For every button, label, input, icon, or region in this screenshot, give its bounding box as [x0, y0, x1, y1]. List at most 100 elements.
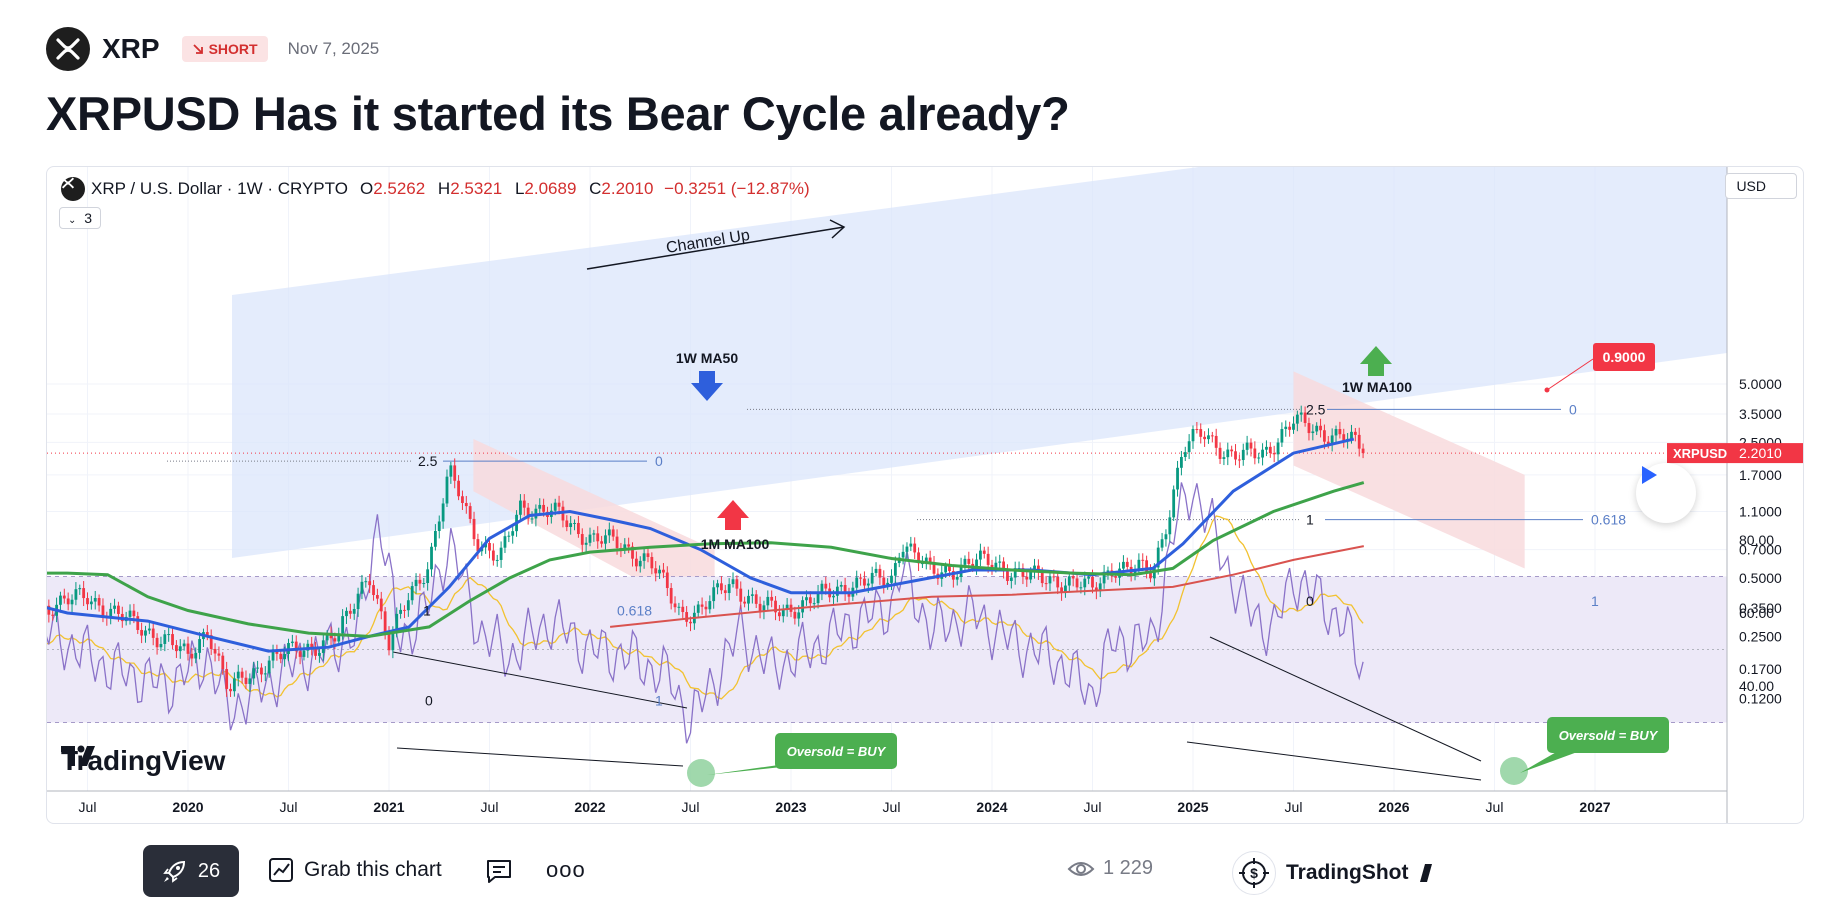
candle-body [310, 643, 314, 648]
candle-body [1265, 446, 1268, 450]
candle-body [592, 533, 596, 535]
candle-body [519, 500, 522, 515]
chart-canvas[interactable]: Oversold = BUY Oversold = BUY 2.5 0 1 0.618 0… [47, 167, 1803, 823]
oversold-callout [1547, 717, 1669, 753]
candle-body [596, 533, 600, 542]
indicator-count: 3 [84, 210, 93, 226]
legend-open-key: O [359, 179, 374, 198]
legend-symbol-name[interactable]: XRP / U.S. Dollar · 1W · CRYPTO [91, 179, 348, 198]
candle-body [89, 601, 93, 605]
candle-body [1021, 568, 1025, 577]
author-avatar: $ [1232, 851, 1276, 895]
candle-body [132, 610, 136, 617]
candle-body [1102, 571, 1106, 584]
candle-body [1261, 449, 1264, 458]
more-options-button[interactable]: ooo [546, 857, 586, 882]
candle-body [650, 556, 654, 569]
view-count: 1 229 [1103, 857, 1154, 879]
chart-legend: XRP / U.S. Dollar · 1W · CRYPTO O2.5262 … [61, 177, 810, 201]
candle-body [271, 651, 275, 661]
candle-body [1303, 412, 1307, 424]
candle-body [1060, 587, 1063, 594]
time-tick-label: 2021 [373, 799, 404, 815]
candle-body [917, 552, 920, 564]
ma50-1w-line [47, 437, 1355, 653]
candle-body [298, 651, 302, 657]
price-tick-label: 0.7000 [1739, 542, 1782, 558]
candle-body [252, 668, 256, 679]
grab-chart-button[interactable]: Grab this chart [268, 857, 442, 883]
indicators-toggle[interactable]: ⌄ 3 [59, 207, 102, 229]
candle-body [704, 606, 708, 610]
candle-body [205, 632, 209, 636]
candle-body [1323, 430, 1326, 442]
candle-body [337, 633, 341, 642]
candle-body [1156, 547, 1160, 568]
candle-body [1319, 425, 1322, 431]
candle-body [59, 595, 62, 605]
xrp-logo-icon[interactable] [46, 27, 90, 71]
xrp-symbol-icon [61, 177, 85, 201]
comment-button[interactable] [485, 858, 513, 889]
candle-body [665, 572, 669, 589]
candle-body [642, 553, 646, 561]
candle-body [325, 633, 329, 641]
time-tick-label: 2022 [574, 799, 605, 815]
candle-body [136, 616, 140, 630]
candle-body [731, 579, 735, 585]
ma100-1m-label: 1M MA100 [701, 536, 770, 552]
candle-body [727, 584, 731, 594]
candle-body [998, 561, 1002, 563]
chart-widget[interactable]: Oversold = BUY Oversold = BUY 2.5 0 1 0.618 0… [46, 166, 1804, 824]
candle-body [750, 594, 754, 596]
play-replay-button[interactable] [1636, 463, 1696, 523]
candle-body [445, 476, 449, 504]
candle-body [1326, 441, 1330, 445]
symbol-link[interactable]: XRP [102, 33, 160, 64]
candle-body [461, 496, 464, 504]
fib1-mid-ratio: 0.618 [617, 603, 652, 619]
candle-body [1222, 457, 1226, 459]
candle-body [812, 603, 816, 605]
candle-body [1284, 426, 1288, 430]
candle-body [658, 569, 661, 574]
currency-selector[interactable]: USD [1725, 173, 1797, 199]
short-badge: SHORT [181, 36, 268, 62]
price-tick-label: 5.0000 [1739, 376, 1782, 392]
oversold-callout-label: Oversold = BUY [787, 744, 887, 759]
candle-body [944, 566, 948, 573]
candle-body [971, 563, 975, 568]
candle-body [314, 647, 317, 656]
candle-body [909, 543, 913, 547]
candle-body [1098, 583, 1102, 592]
candle-body [932, 561, 936, 574]
fib2-top-ratio: 0 [1569, 401, 1577, 417]
candle-body [847, 593, 851, 597]
candle-body [1091, 576, 1094, 588]
candle-body [1187, 441, 1191, 453]
candle-body [453, 465, 457, 481]
candle-body [1218, 447, 1222, 459]
view-counter: 1 229 [1067, 857, 1153, 880]
candle-body [101, 605, 105, 618]
candle-body [1040, 572, 1044, 584]
author-link[interactable]: $ TradingShot [1232, 851, 1433, 895]
candle-body [747, 595, 750, 604]
candle-body [1160, 539, 1164, 548]
candle-body [673, 603, 677, 608]
candle-body [700, 604, 704, 607]
candle-body [1237, 459, 1241, 461]
candle-body [793, 611, 797, 619]
candle-body [1164, 534, 1168, 540]
time-tick-label: Jul [682, 799, 700, 815]
legend-open-value: 2.5262 [373, 179, 426, 198]
boost-button[interactable]: 26 [143, 845, 239, 897]
candle-body [387, 633, 391, 651]
candle-body [128, 610, 132, 617]
candle-body [151, 628, 155, 638]
candle-body [1276, 442, 1280, 455]
candle-body [1125, 561, 1129, 567]
candle-body [364, 581, 368, 583]
candle-body [248, 678, 252, 684]
candle-body [1180, 456, 1183, 468]
